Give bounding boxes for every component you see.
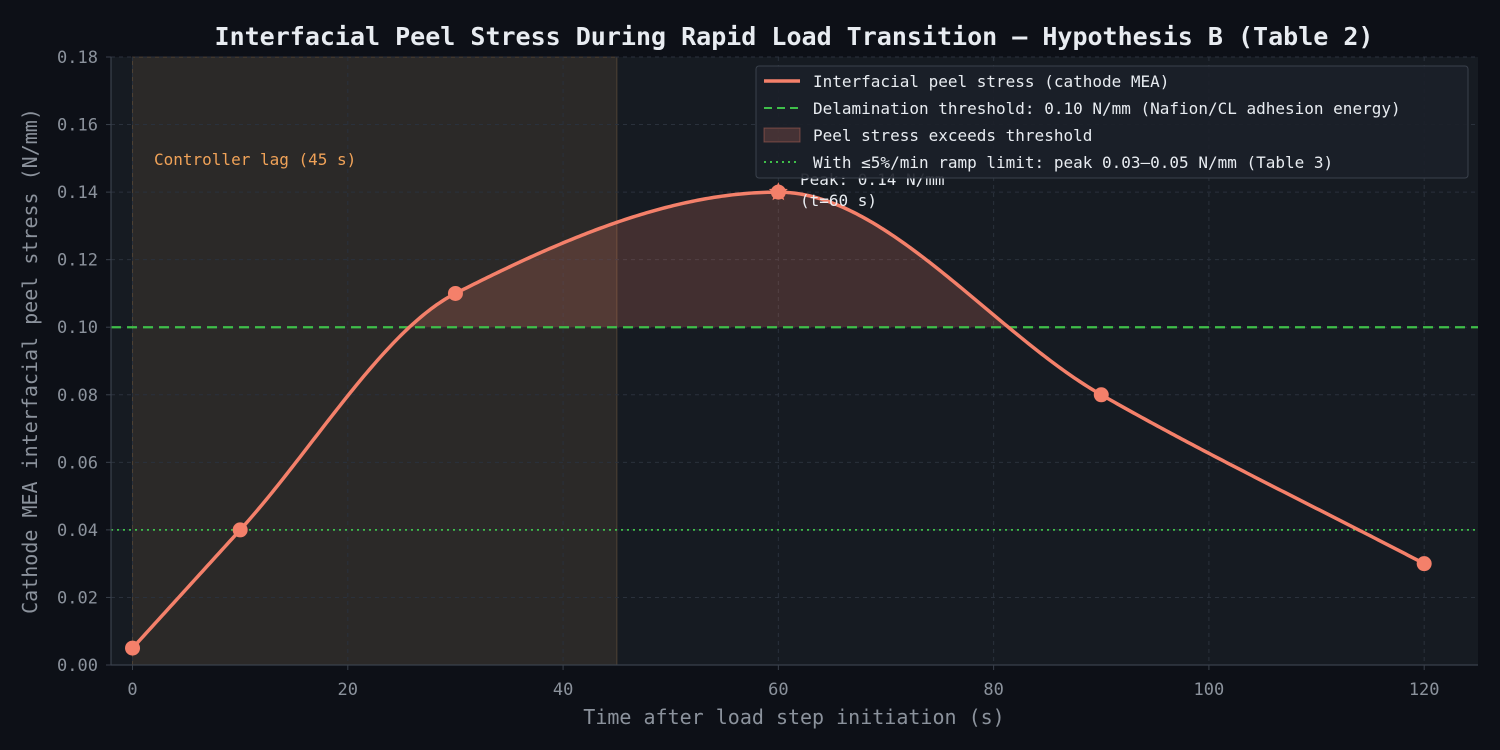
data-point — [447, 285, 463, 301]
data-point — [232, 522, 248, 538]
legend-swatch — [763, 127, 801, 143]
y-tick-label: 0.04 — [57, 521, 98, 541]
y-tick-label: 0.16 — [57, 116, 98, 136]
x-axis-label: Time after load step initiation (s) — [583, 705, 1004, 729]
y-tick-label: 0.10 — [57, 318, 98, 338]
controller-lag-label: Controller lag (45 s) — [154, 150, 356, 169]
x-tick-label: 80 — [983, 680, 1003, 700]
chart-title: Interfacial Peel Stress During Rapid Loa… — [215, 22, 1374, 51]
y-tick-label: 0.18 — [57, 48, 98, 68]
x-tick-label: 20 — [338, 680, 358, 700]
y-tick-label: 0.00 — [57, 656, 98, 676]
y-tick-label: 0.08 — [57, 386, 98, 406]
y-tick-label: 0.12 — [57, 251, 98, 271]
data-point — [1416, 556, 1432, 572]
y-axis-label: Cathode MEA interfacial peel stress (N/m… — [18, 108, 42, 614]
y-tick-label: 0.14 — [57, 183, 98, 203]
peak-annotation-line-2: (t=60 s) — [800, 191, 877, 210]
y-tick-label: 0.02 — [57, 588, 98, 608]
x-tick-label: 40 — [553, 680, 573, 700]
data-point — [125, 640, 141, 656]
y-tick-label: 0.06 — [57, 453, 98, 473]
legend-entry-label: Peel stress exceeds threshold — [813, 126, 1092, 145]
x-tick-label: 120 — [1409, 680, 1440, 700]
x-tick-label: 100 — [1194, 680, 1225, 700]
legend-entry-label: Delamination threshold: 0.10 N/mm (Nafio… — [813, 99, 1401, 118]
x-tick-label: 60 — [768, 680, 788, 700]
threshold-exceedance-fill — [409, 192, 1008, 328]
legend-entry-label: With ≤5%/min ramp limit: peak 0.03–0.05 … — [813, 153, 1333, 172]
data-point — [1093, 387, 1109, 403]
x-tick-label: 0 — [127, 680, 137, 700]
legend-box — [755, 65, 1469, 179]
peak-star-marker — [768, 182, 788, 201]
legend-entry-label: Interfacial peel stress (cathode MEA) — [813, 72, 1169, 91]
